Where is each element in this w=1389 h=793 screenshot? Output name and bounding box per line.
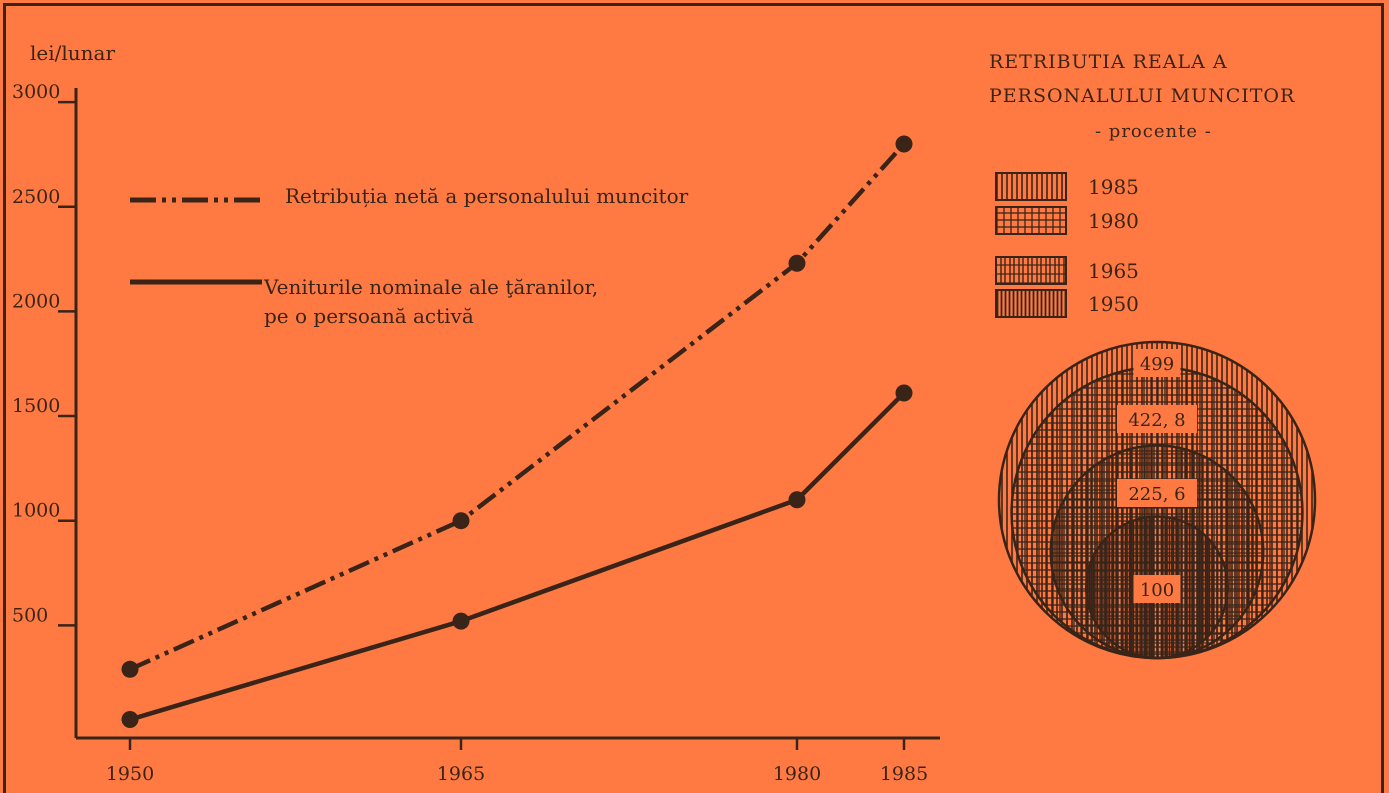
bubble-label-bg [1133,575,1181,603]
data-point [788,254,806,272]
data-point [895,384,913,402]
y-tick-label: 2500 [12,186,60,208]
data-point [788,491,806,509]
series-line-venituri [129,391,906,722]
bubble-label-1980: 422, 8 [1128,410,1185,431]
x-tick-label: 1950 [106,763,154,785]
bubble-label-1985: 499 [1140,354,1174,375]
legend-year-1980: 1980 [1088,209,1139,233]
legend-swatch-1985 [995,172,1067,201]
y-tick-label: 1500 [12,395,60,417]
x-ticks: 1950 1965 1980 1985 [106,738,928,785]
bubble-label-bg [1117,479,1197,507]
right-chart-titles: RETRIBUTIA REALA A PERSONALULUI MUNCITOR… [989,51,1295,142]
bubble-label-bg [1133,349,1181,377]
data-point [121,711,139,729]
y-tick-label: 2000 [12,290,60,312]
x-tick-label: 1985 [880,763,928,785]
bubble-label-bg [1117,405,1197,433]
x-tick-label: 1965 [437,763,485,785]
legend-year-1950: 1950 [1088,292,1139,316]
legend-label-venituri-line2: pe o persoană activă [264,304,474,328]
legend-year-1985: 1985 [1088,175,1139,199]
legend-swatch-1950 [995,289,1067,318]
legend-year-1965: 1965 [1088,259,1139,283]
y-tick-label: 1000 [12,500,60,522]
series-layer [121,135,913,729]
data-point [452,512,470,530]
data-point [895,135,913,153]
legend-swatch-1980 [995,206,1067,235]
right-chart-title-line2: PERSONALULUI MUNCITOR [989,85,1295,107]
y-tick-label: 3000 [12,81,60,103]
bubble-label-1950: 100 [1140,580,1174,601]
nested-circles: 499 422, 8 225, 6 100 [997,340,1317,660]
x-tick-label: 1980 [773,763,821,785]
page-frame [3,3,1384,793]
bubble-label-1965: 225, 6 [1128,484,1185,505]
right-chart-subtitle: - procente - [1095,121,1212,142]
y-ticks: 500 1000 1500 2000 2500 3000 [12,81,76,627]
right-chart-title-line1: RETRIBUTIA REALA A [989,51,1228,73]
circle-legend: 1985 1980 1965 1950 [995,172,1139,318]
x-axis: 1950 1965 1980 1985 [76,736,940,785]
y-axis-unit-label: lei/lunar [30,41,115,65]
data-point [452,612,470,630]
line-legend: Retribuția netă a personalului muncitor … [130,184,689,328]
y-axis: lei/lunar 500 1000 1500 2000 2500 3000 [12,41,115,738]
y-tick-label: 500 [12,604,48,626]
data-point [121,660,139,678]
legend-swatch-1965 [995,256,1067,285]
legend-label-venituri-line1: Veniturile nominale ale ţăranilor, [263,275,598,299]
series-line-retributia [129,142,906,672]
legend-label-retributia: Retribuția netă a personalului muncitor [285,184,689,208]
